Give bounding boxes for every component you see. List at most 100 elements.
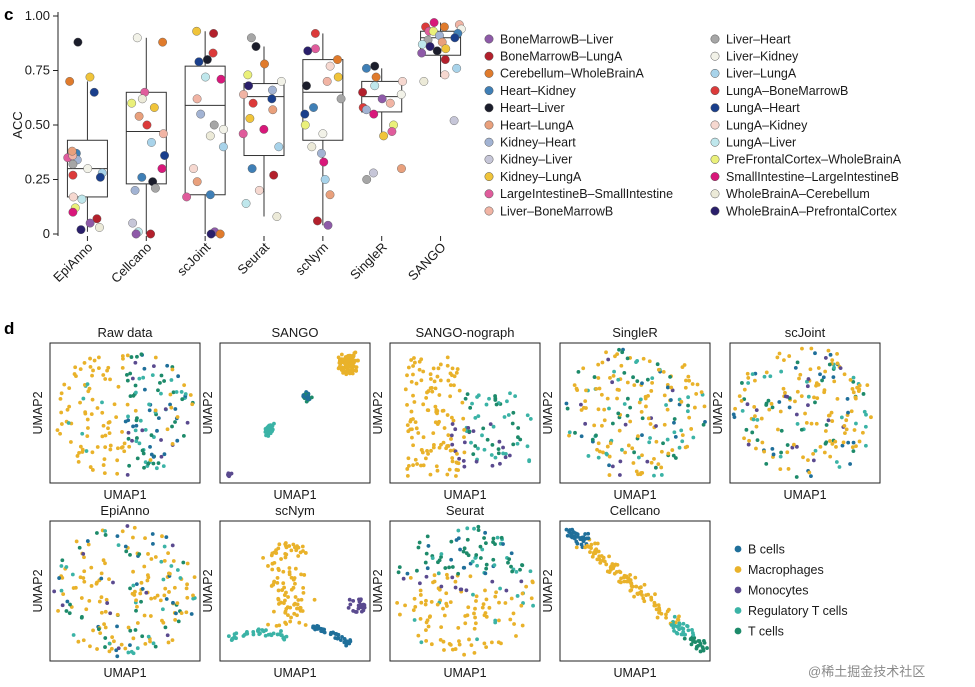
umap-point bbox=[108, 443, 113, 448]
umap-point bbox=[795, 422, 800, 426]
umap-point bbox=[450, 459, 455, 464]
umap-point bbox=[135, 416, 139, 421]
umap-point bbox=[806, 377, 811, 381]
umap-point bbox=[104, 597, 109, 602]
umap-point bbox=[771, 452, 776, 457]
umap-point bbox=[620, 447, 624, 452]
umap-point bbox=[844, 418, 849, 423]
umap-point bbox=[656, 603, 661, 608]
umap-point bbox=[77, 545, 82, 550]
umap-point bbox=[442, 426, 447, 430]
umap-point bbox=[453, 579, 458, 584]
acc-point bbox=[77, 194, 87, 204]
umap-point bbox=[342, 369, 347, 374]
umap-point bbox=[423, 560, 428, 565]
acc-point bbox=[309, 103, 318, 112]
umap-point bbox=[677, 445, 682, 450]
umap-point bbox=[168, 402, 172, 407]
umap-point bbox=[65, 407, 70, 412]
umap-point bbox=[348, 602, 353, 607]
umap-point bbox=[463, 396, 468, 401]
umap-point bbox=[828, 454, 833, 459]
umap-point bbox=[128, 552, 132, 557]
legend-label: PreFrontalCortex–WholeBrainA bbox=[726, 153, 902, 167]
umap-point bbox=[649, 389, 654, 393]
umap-point bbox=[140, 587, 145, 591]
legend-label: Heart–Liver bbox=[500, 101, 565, 115]
umap-point bbox=[809, 346, 814, 351]
umap-point bbox=[122, 441, 127, 446]
umap-point bbox=[682, 636, 687, 641]
umap-point bbox=[687, 415, 692, 420]
umap-title: Seurat bbox=[446, 503, 485, 518]
legend-label: Liver–BoneMarrowB bbox=[500, 204, 613, 218]
umap-point bbox=[185, 561, 190, 566]
umap-point bbox=[414, 426, 419, 431]
umap-point bbox=[777, 351, 782, 356]
umap-point bbox=[628, 419, 633, 424]
acc-point bbox=[417, 48, 427, 58]
umap-point bbox=[828, 439, 832, 443]
umap-point bbox=[494, 590, 498, 595]
acc-point bbox=[254, 185, 264, 195]
acc-point bbox=[358, 87, 368, 97]
umap-point bbox=[484, 402, 489, 407]
umap-point bbox=[793, 399, 797, 404]
umap-frame bbox=[559, 342, 711, 484]
umap-point bbox=[681, 629, 686, 634]
umap-point bbox=[463, 621, 468, 626]
acc-point bbox=[219, 142, 228, 152]
umap-point bbox=[798, 372, 803, 377]
umap-point bbox=[126, 650, 131, 655]
umap-x-label: UMAP1 bbox=[443, 488, 486, 502]
umap-point bbox=[337, 359, 342, 363]
acc-point bbox=[449, 116, 459, 126]
umap-point bbox=[473, 444, 478, 448]
umap-point bbox=[269, 584, 274, 588]
umap-point bbox=[733, 406, 738, 411]
umap-point bbox=[441, 639, 446, 644]
umap-point bbox=[131, 535, 135, 540]
umap-point bbox=[135, 604, 139, 609]
umap-title: Raw data bbox=[98, 325, 154, 340]
umap-point bbox=[90, 468, 95, 472]
umap-point bbox=[406, 463, 411, 468]
umap-point bbox=[865, 383, 870, 387]
umap-point bbox=[689, 427, 694, 431]
umap-point bbox=[449, 415, 454, 420]
umap-point bbox=[289, 575, 294, 580]
umap-point bbox=[143, 427, 148, 432]
umap-point bbox=[279, 629, 283, 633]
umap-point bbox=[755, 417, 760, 422]
acc-point bbox=[370, 81, 380, 91]
cell-type-swatch bbox=[734, 545, 742, 553]
umap-point bbox=[460, 400, 465, 405]
umap-panel-raw-data: Raw data UMAP1 UMAP2 bbox=[31, 325, 201, 502]
umap-point bbox=[99, 595, 104, 600]
acc-point bbox=[134, 111, 144, 121]
acc-point bbox=[248, 98, 258, 108]
umap-point bbox=[450, 366, 455, 371]
umap-point bbox=[416, 545, 421, 550]
umap-point bbox=[860, 430, 865, 435]
umap-point bbox=[425, 618, 430, 623]
umap-point bbox=[174, 390, 179, 394]
umap-point bbox=[586, 454, 591, 458]
umap-point bbox=[652, 600, 657, 605]
umap-point bbox=[506, 413, 511, 417]
umap-point bbox=[686, 395, 691, 400]
umap-point bbox=[615, 387, 620, 392]
umap-point bbox=[644, 593, 648, 598]
umap-point bbox=[59, 410, 64, 415]
umap-point bbox=[286, 595, 290, 599]
umap-point bbox=[649, 595, 654, 600]
umap-point bbox=[665, 407, 670, 412]
umap-point bbox=[831, 375, 836, 380]
umap-point bbox=[124, 549, 129, 554]
umap-point bbox=[436, 571, 441, 576]
umap-point bbox=[180, 397, 185, 402]
umap-point bbox=[668, 398, 673, 402]
umap-point bbox=[851, 379, 856, 384]
legend-swatch bbox=[710, 86, 720, 96]
umap-point bbox=[607, 463, 611, 468]
